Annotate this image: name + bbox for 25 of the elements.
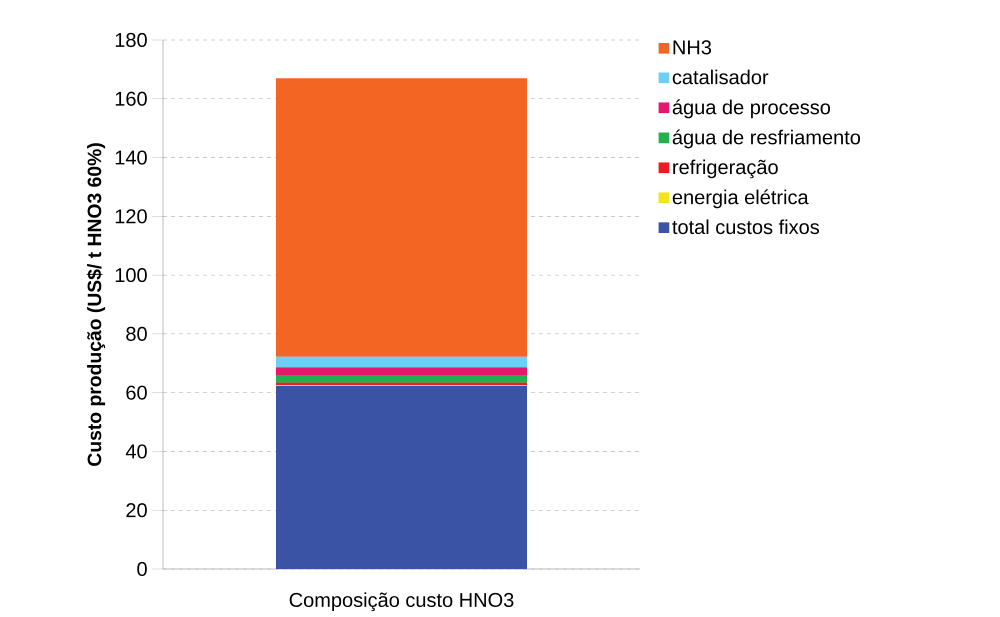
bar	[276, 367, 528, 376]
legend-label: água de resfriamento	[672, 129, 860, 148]
y-tick-label: 140	[116, 150, 147, 165]
legend-label: energia elétrica	[672, 189, 809, 208]
y-tick-label: 120	[116, 209, 147, 224]
bar	[276, 375, 528, 383]
bar	[276, 356, 528, 368]
bar	[276, 386, 528, 569]
y-axis-title: Custo produção (US$/ t HNO3 60%)	[86, 143, 106, 466]
legend-label: água de processo	[672, 99, 830, 118]
bar	[276, 78, 528, 357]
y-tick-label: 80	[126, 326, 147, 341]
y-tick-label: 20	[126, 503, 147, 518]
legend-label: catalisador	[672, 70, 768, 84]
y-tick-label: 160	[116, 92, 147, 106]
x-tick-label: Composição custo HNO3	[290, 592, 514, 612]
y-tick-label: 60	[126, 386, 147, 400]
y-tick-label: 100	[116, 268, 147, 282]
y-tick-label: 40	[126, 444, 147, 459]
legend-label: total custos fixos	[672, 219, 820, 234]
legend-label: refrigeração	[673, 160, 778, 178]
y-tick-label: 0	[137, 562, 147, 576]
y-tick-label: 180	[116, 32, 147, 48]
bar	[276, 382, 528, 386]
legend-label: NH3	[674, 40, 712, 54]
